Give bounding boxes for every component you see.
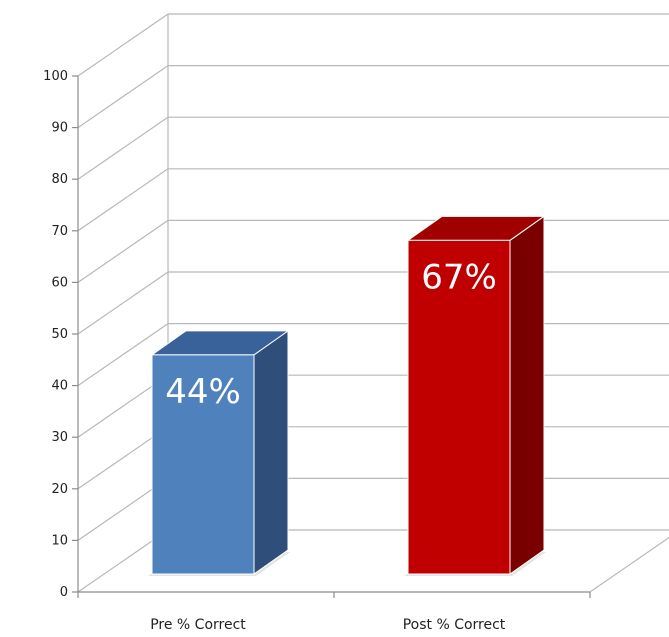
y-tick-label: 40 (51, 379, 68, 394)
axes (72, 75, 591, 598)
side-gridline (77, 116, 169, 180)
side-gridline (77, 65, 169, 129)
y-tick-label: 50 (51, 327, 68, 342)
side-gridline (77, 323, 169, 387)
side-gridline (77, 168, 169, 232)
bar-side (509, 215, 545, 575)
y-tick-label: 30 (51, 430, 68, 445)
data-label-pre: 44% (165, 372, 241, 412)
data-label-post: 67% (421, 257, 497, 297)
y-tick-label: 20 (51, 482, 68, 497)
y-tick-label: 60 (51, 275, 68, 290)
bar-side (253, 329, 289, 575)
floor-right-edge (589, 536, 669, 593)
bar-front (151, 354, 255, 575)
bar-pre (148, 329, 290, 576)
labels: 0 10 20 30 40 50 60 70 80 90 100 44% Pre % Correct 67… (43, 69, 506, 633)
side-gridline (77, 13, 169, 77)
x-category-label: Post % Correct (403, 617, 506, 633)
y-tick-label: 0 (60, 585, 68, 600)
y-tick-label: 80 (51, 172, 68, 187)
bar-front (407, 239, 511, 575)
x-category-label: Pre % Correct (150, 617, 246, 633)
side-gridline (77, 271, 169, 335)
y-tick-label: 100 (43, 69, 68, 84)
y-tick-label: 10 (51, 533, 68, 548)
side-gridline (77, 219, 169, 283)
bar-post (404, 215, 546, 576)
y-tick-label: 70 (51, 224, 68, 239)
bars (148, 215, 546, 576)
y-tick-label: 90 (51, 121, 68, 136)
